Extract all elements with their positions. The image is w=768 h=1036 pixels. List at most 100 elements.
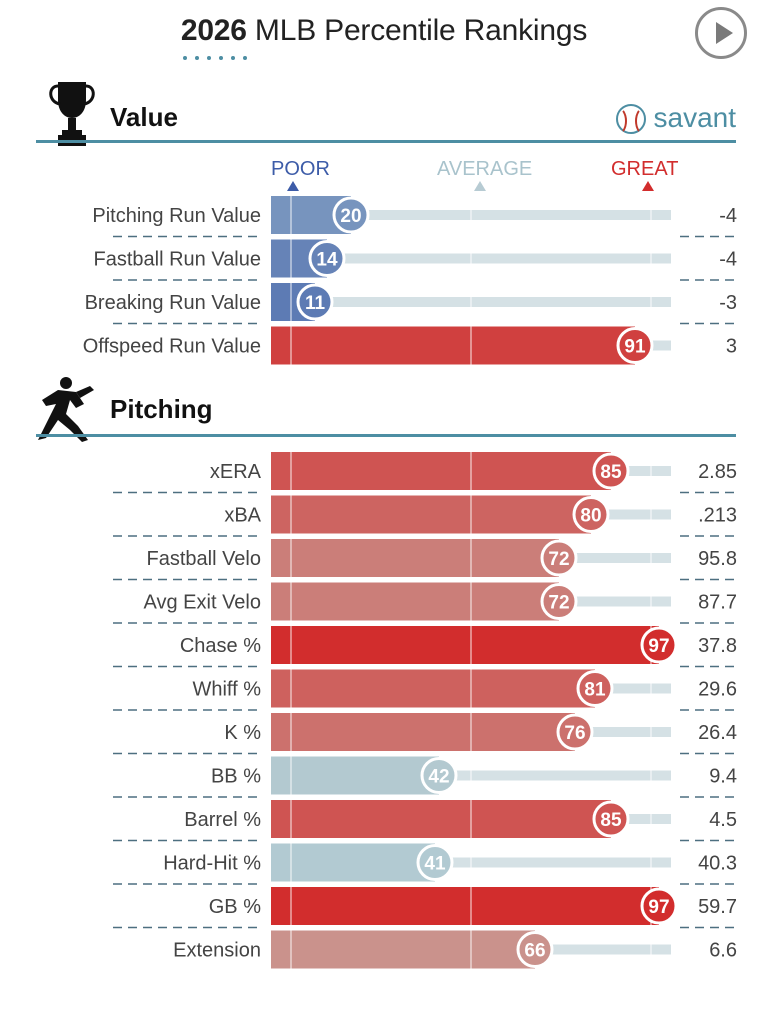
metric-value: 29.6 [698, 679, 737, 701]
percentile-bubble [516, 931, 554, 968]
percentile-bar [271, 669, 595, 708]
percentile-label: 72 [548, 549, 569, 570]
metric-label: K % [224, 722, 261, 744]
percentile-bar [271, 930, 535, 969]
bar-track [271, 210, 671, 220]
percentile-bubble [556, 713, 594, 751]
page-title: 2026 MLB Percentile Rankings [0, 14, 768, 48]
percentile-bar [271, 326, 635, 365]
title-year: 2026 [180, 14, 247, 47]
percentile-bubble [420, 757, 458, 794]
metric-label: Barrel % [184, 809, 261, 831]
bar-track [271, 253, 671, 264]
metric-label: xERA [210, 461, 262, 483]
metric-label: Pitching Run Value [92, 205, 261, 227]
metric-label: Hard-Hit % [163, 853, 261, 875]
metric-label: Avg Exit Velo [144, 592, 261, 614]
percentile-label: 81 [584, 680, 606, 701]
percentile-label: 42 [428, 767, 449, 788]
metric-value: 26.4 [698, 722, 737, 744]
legend-poor-arrow [287, 181, 299, 191]
percentile-bubble [592, 452, 630, 490]
percentile-bar [271, 495, 591, 534]
metric-value: 4.5 [709, 809, 737, 831]
title-text: MLB Percentile Rankings [254, 14, 588, 47]
metric-label: Extension [173, 940, 261, 962]
percentile-bar [271, 887, 659, 925]
bar-track [271, 770, 671, 781]
pitcher-icon [38, 377, 94, 442]
legend-poor: POOR [271, 158, 330, 180]
percentile-label: 41 [424, 854, 446, 875]
metric-value: 59.7 [698, 896, 737, 918]
metric-value: 37.8 [698, 635, 737, 657]
metric-value: 87.7 [698, 592, 737, 614]
legend-average: AVERAGE [437, 158, 533, 180]
section-title-value: Value [110, 102, 178, 132]
savant-logo[interactable]: savant [653, 102, 737, 133]
percentile-bar [271, 582, 559, 621]
percentile-bubble [576, 670, 614, 707]
percentile-bubble [540, 583, 578, 620]
percentile-label: 85 [600, 462, 622, 483]
metric-label: Offspeed Run Value [83, 336, 261, 358]
baseball-icon [616, 104, 646, 135]
section-rule [36, 140, 736, 143]
percentile-bar [271, 539, 559, 577]
percentile-label: 20 [340, 206, 361, 227]
metric-label: GB % [209, 896, 261, 918]
percentile-label: 14 [316, 250, 338, 271]
header: 2026 MLB Percentile Rankings [0, 0, 768, 70]
percentile-bubble [416, 844, 454, 881]
bar-track [271, 857, 671, 868]
percentile-label: 11 [305, 293, 326, 314]
play-button[interactable] [695, 7, 747, 59]
metric-label: Breaking Run Value [85, 292, 261, 314]
metric-value: -4 [719, 205, 737, 227]
percentile-bar [271, 800, 611, 838]
bar-track [271, 297, 671, 307]
percentile-bar [271, 452, 611, 490]
play-icon [716, 22, 733, 44]
metric-value: 3 [726, 336, 737, 358]
metric-value: -3 [719, 292, 737, 314]
percentile-bubble [332, 196, 370, 234]
section-header-value: Value savant [36, 78, 736, 148]
percentile-bar [271, 713, 575, 751]
metric-label: Fastball Run Value [94, 249, 262, 271]
percentile-label: 97 [648, 636, 669, 657]
percentile-bubble [616, 327, 654, 364]
metric-label: xBA [224, 505, 261, 527]
percentile-label: 97 [648, 897, 669, 918]
legend-great-arrow [642, 181, 654, 191]
legend-average-arrow [474, 181, 486, 191]
section-header-pitching: Pitching [36, 374, 736, 444]
metric-label: BB % [211, 766, 261, 788]
percentile-label: 76 [564, 723, 585, 744]
percentile-bar [271, 626, 659, 664]
metric-value: 40.3 [698, 853, 737, 875]
metric-value: .213 [698, 505, 737, 527]
metric-label: Fastball Velo [146, 548, 261, 570]
percentile-bubble [308, 240, 346, 277]
metric-value: 2.85 [698, 461, 737, 483]
section-title-pitching: Pitching [110, 394, 213, 424]
metric-value: 6.6 [709, 940, 737, 962]
percentile-bar [271, 756, 439, 795]
percentile-bubble [296, 283, 334, 321]
percentile-label: 72 [548, 593, 569, 614]
percentile-bubble [640, 626, 678, 664]
metric-label: Chase % [180, 635, 261, 657]
percentile-bubble [592, 800, 630, 838]
section-rule [36, 434, 736, 437]
percentile-label: 80 [580, 506, 601, 527]
metric-value: -4 [719, 249, 737, 271]
metric-value: 95.8 [698, 548, 737, 570]
percentile-label: 85 [600, 810, 622, 831]
percentile-bubble [572, 496, 610, 533]
percentile-bubble [640, 887, 678, 925]
percentile-label: 91 [624, 337, 646, 358]
page-indicator-dots[interactable] [183, 56, 247, 62]
percentile-bar [271, 843, 435, 882]
